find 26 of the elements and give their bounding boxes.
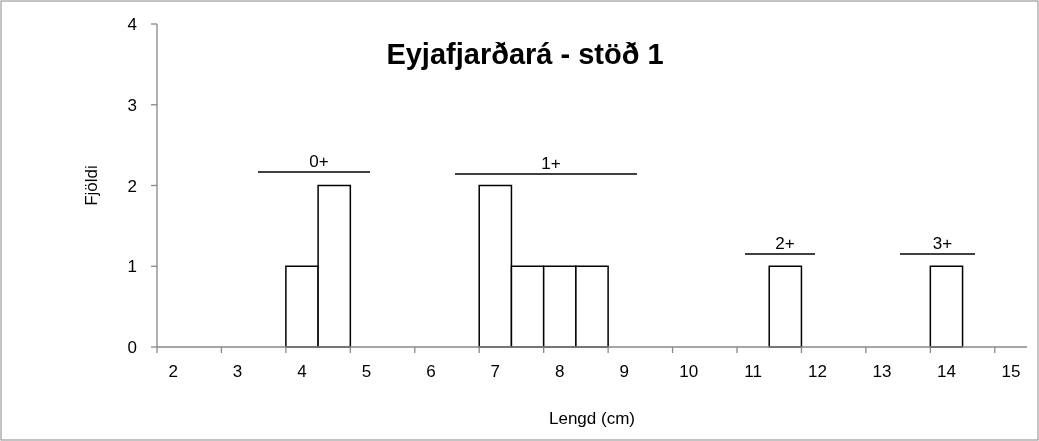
- x-tick-label: 4: [297, 362, 307, 381]
- y-tick-label: 0: [127, 338, 137, 357]
- x-tick-label: 6: [426, 362, 436, 381]
- y-tick-label: 1: [127, 257, 137, 277]
- x-tick-label: 14: [936, 362, 956, 381]
- text: Eyjafjarðará - stöð 1: [386, 38, 664, 70]
- x-tick-label: 3: [232, 362, 243, 381]
- x-tick-label: 11: [744, 362, 762, 381]
- x-tick-label: 12: [808, 362, 828, 381]
- x-tick-label: 9: [619, 362, 629, 381]
- y-tick-label: 4: [127, 15, 137, 34]
- y-tick-label: 2: [127, 176, 137, 196]
- x-tick-label: 13: [872, 362, 892, 381]
- y-axis-title: Fjöldi: [82, 165, 101, 206]
- annotation: 0+: [309, 152, 329, 171]
- x-axis-title: Lengd (cm): [549, 409, 635, 428]
- x-tick-label: 15: [1001, 362, 1021, 381]
- y-tick-label: 3: [127, 95, 137, 115]
- x-tick-label: 5: [361, 362, 372, 381]
- annotation: 1+: [541, 154, 561, 173]
- x-tick-label: 8: [555, 362, 565, 381]
- x-tick-label: 10: [679, 362, 699, 381]
- annotation: 3+: [932, 234, 953, 253]
- x-tick-label: 7: [490, 362, 501, 381]
- annotation: 2+: [775, 234, 795, 253]
- x-tick-label: 2: [168, 362, 178, 381]
